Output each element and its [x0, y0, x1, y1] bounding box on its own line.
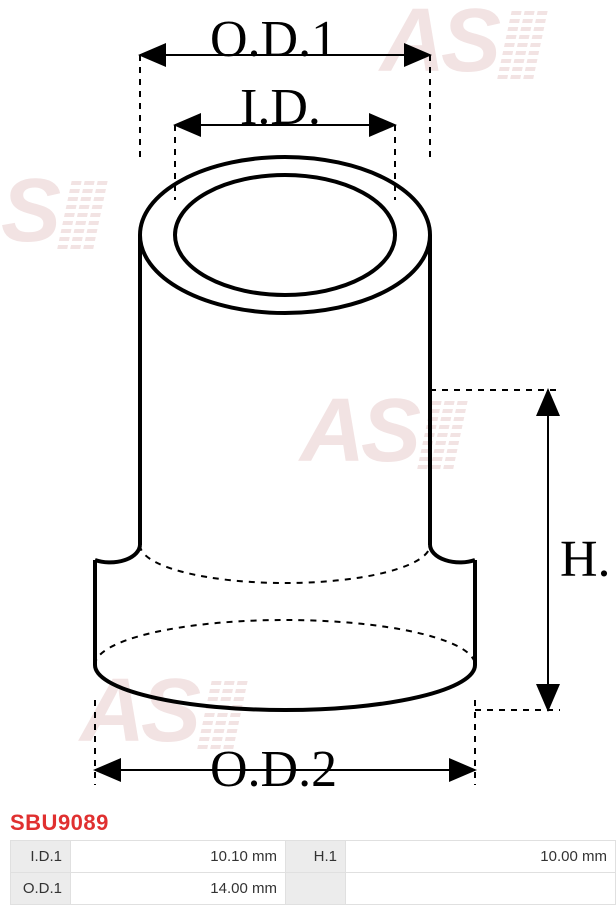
- spec-value: [346, 873, 616, 905]
- spec-label: H.1: [286, 841, 346, 873]
- spec-value: 14.00 mm: [71, 873, 286, 905]
- spec-label: [286, 873, 346, 905]
- diagram-area: AS AS AS AS: [0, 0, 616, 810]
- spec-value: 10.00 mm: [346, 841, 616, 873]
- spec-label: I.D.1: [11, 841, 71, 873]
- dim-label-od2: O.D.2: [210, 740, 337, 799]
- table-row: O.D.1 14.00 mm: [11, 873, 616, 905]
- spec-value: 10.10 mm: [71, 841, 286, 873]
- dim-label-od1: O.D.1: [210, 10, 337, 69]
- dim-label-h: H.: [560, 530, 611, 589]
- table-row: I.D.1 10.10 mm H.1 10.00 mm: [11, 841, 616, 873]
- spec-table: I.D.1 10.10 mm H.1 10.00 mm O.D.1 14.00 …: [10, 840, 616, 905]
- spec-label: O.D.1: [11, 873, 71, 905]
- part-code: SBU9089: [10, 810, 109, 836]
- dim-label-id: I.D.: [240, 78, 321, 137]
